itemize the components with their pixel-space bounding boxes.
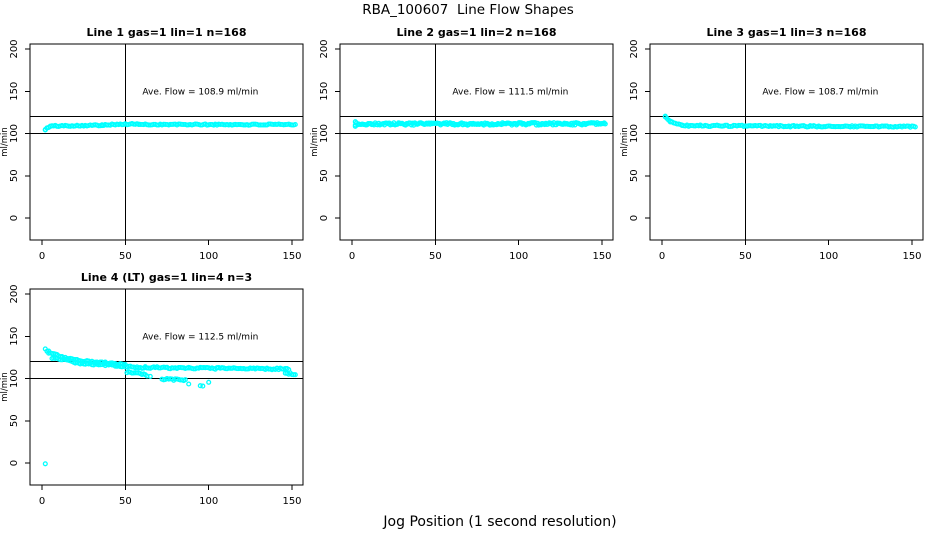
y-axis-unit-label: ml/min [620,127,630,157]
subplot-title: Line 4 (LT) gas=1 lin=4 n=3 [81,271,252,284]
y-tick-label: 50 [319,169,330,182]
y-tick-label: 100 [629,124,640,143]
y-tick-label: 0 [9,215,20,221]
y-tick-label: 50 [9,414,20,427]
x-tick-label: 150 [902,251,921,262]
plot-box [29,288,304,486]
y-tick-label: 150 [629,82,640,101]
y-tick-label: 200 [629,39,640,58]
y-axis-unit-label: ml/min [0,127,10,157]
subplot-title: Line 1 gas=1 lin=1 n=168 [86,26,246,39]
x-tick-label: 100 [819,251,838,262]
y-tick-label: 150 [9,327,20,346]
y-tick-label: 200 [319,39,330,58]
y-tick-label: 100 [9,369,20,388]
y-tick-label: 200 [9,284,20,303]
y-axis-unit-label: ml/min [0,372,10,402]
subplot-line3: 0 50 100 150 0 50 100 150 200 ml/min Line 3 gas=1 … [620,26,924,262]
data-points [42,346,298,467]
y-tick-label: 0 [9,460,20,466]
x-tick-label: 100 [509,251,528,262]
y-tick-label: 150 [9,82,20,101]
y-tick-label: 100 [319,124,330,143]
x-tick-label: 0 [39,496,45,507]
figure-title: RBA_100607 Line Flow Shapes [362,2,574,18]
y-tick-label: 50 [9,169,20,182]
x-tick-label: 0 [659,251,665,262]
x-tick-label: 50 [119,496,132,507]
plot-box [649,43,924,241]
ave-flow-annotation: Ave. Flow = 108.9 ml/min [142,87,258,97]
x-tick-label: 0 [39,251,45,262]
y-tick-label: 150 [319,82,330,101]
plot-box [339,43,614,241]
x-tick-label: 50 [119,251,132,262]
ave-flow-annotation: Ave. Flow = 111.5 ml/min [452,87,568,97]
data-points [42,121,298,133]
subplot-line2: 0 50 100 150 0 50 100 150 200 ml/min Line 2 gas=1 … [310,26,614,262]
x-tick-label: 0 [349,251,355,262]
subplot-line4: 0 50 100 150 0 50 100 150 200 ml/min Line 4 (LT) g… [0,271,304,507]
subplot-line1: 0 50 100 150 0 50 100 150 200 ml/min Line 1 gas=1 … [0,26,304,262]
data-points [352,119,608,129]
y-tick-label: 200 [9,39,20,58]
y-tick-label: 0 [319,215,330,221]
x-tick-label: 150 [282,251,301,262]
x-tick-label: 150 [592,251,611,262]
y-tick-label: 100 [9,124,20,143]
ave-flow-annotation: Ave. Flow = 108.7 ml/min [762,87,878,97]
subplot-title: Line 3 gas=1 lin=3 n=168 [706,26,866,39]
ave-flow-annotation: Ave. Flow = 112.5 ml/min [142,332,258,342]
y-tick-label: 0 [629,215,640,221]
x-axis-label: Jog Position (1 second resolution) [383,514,617,530]
x-tick-label: 150 [282,496,301,507]
x-tick-label: 50 [429,251,442,262]
y-tick-label: 50 [629,169,640,182]
x-tick-label: 100 [199,251,218,262]
y-axis-unit-label: ml/min [310,127,320,157]
subplot-title: Line 2 gas=1 lin=2 n=168 [396,26,556,39]
x-tick-label: 50 [739,251,752,262]
data-points [662,113,918,130]
plot-box [29,43,304,241]
x-tick-label: 100 [199,496,218,507]
